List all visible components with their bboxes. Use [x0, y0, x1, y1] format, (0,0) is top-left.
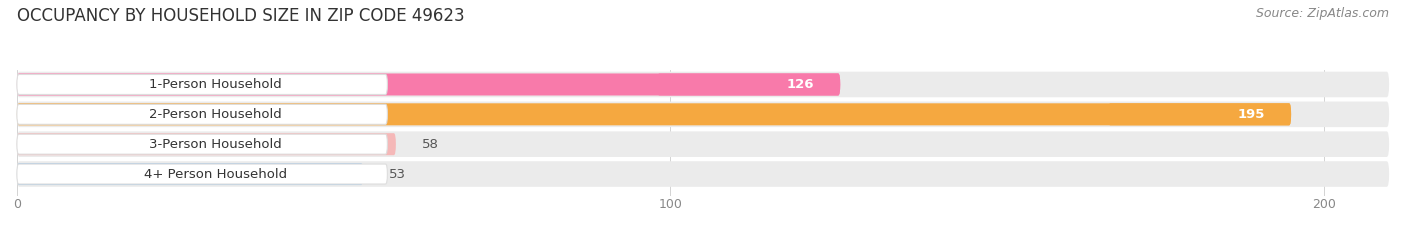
FancyBboxPatch shape	[17, 131, 1389, 157]
FancyBboxPatch shape	[17, 134, 388, 154]
FancyBboxPatch shape	[17, 104, 388, 124]
Text: Source: ZipAtlas.com: Source: ZipAtlas.com	[1256, 7, 1389, 20]
FancyBboxPatch shape	[17, 164, 388, 184]
Text: 195: 195	[1237, 108, 1265, 121]
FancyBboxPatch shape	[17, 72, 1389, 97]
Text: 53: 53	[389, 168, 406, 181]
FancyBboxPatch shape	[17, 163, 363, 185]
FancyBboxPatch shape	[17, 161, 1389, 187]
FancyBboxPatch shape	[17, 73, 841, 96]
FancyBboxPatch shape	[17, 133, 396, 155]
FancyBboxPatch shape	[657, 73, 841, 96]
FancyBboxPatch shape	[1108, 103, 1291, 125]
Text: 1-Person Household: 1-Person Household	[149, 78, 281, 91]
Text: 3-Person Household: 3-Person Household	[149, 138, 281, 151]
FancyBboxPatch shape	[17, 103, 1291, 125]
FancyBboxPatch shape	[17, 102, 1389, 127]
Text: OCCUPANCY BY HOUSEHOLD SIZE IN ZIP CODE 49623: OCCUPANCY BY HOUSEHOLD SIZE IN ZIP CODE …	[17, 7, 464, 25]
Text: 4+ Person Household: 4+ Person Household	[143, 168, 287, 181]
Text: 2-Person Household: 2-Person Household	[149, 108, 281, 121]
Text: 58: 58	[422, 138, 439, 151]
Text: 126: 126	[786, 78, 814, 91]
FancyBboxPatch shape	[17, 75, 388, 94]
